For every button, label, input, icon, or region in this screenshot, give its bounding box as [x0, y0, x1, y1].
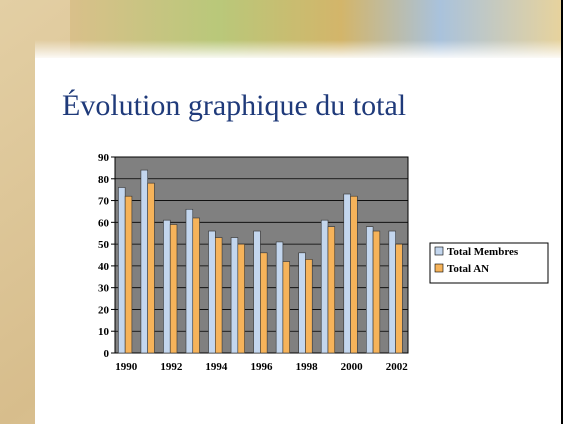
bar — [215, 238, 222, 353]
bar — [238, 244, 245, 353]
bar — [366, 227, 373, 353]
bar — [163, 220, 170, 353]
bar — [141, 170, 148, 353]
x-tick-label: 2002 — [386, 361, 409, 373]
bar — [344, 194, 351, 353]
y-tick-label: 50 — [98, 239, 110, 251]
bar — [148, 183, 155, 353]
bar — [351, 196, 358, 353]
bar — [328, 227, 335, 353]
bar — [125, 196, 132, 353]
legend-label: Total Membres — [447, 246, 519, 258]
x-tick-label: 2000 — [341, 361, 364, 373]
bar — [396, 244, 403, 353]
y-tick-label: 20 — [98, 304, 110, 316]
x-tick-label: 1996 — [251, 361, 274, 373]
bar — [276, 242, 283, 353]
panel-fade — [35, 40, 563, 60]
y-tick-label: 10 — [98, 326, 110, 338]
slide: Évolution graphique du total 0 10 20 30 40 50… — [0, 0, 563, 424]
bar — [305, 259, 312, 353]
chart-title: Évolution graphique du total — [62, 89, 406, 122]
x-tick-label: 1992 — [160, 361, 183, 373]
x-tick-label: 1990 — [115, 361, 138, 373]
chart: Évolution graphique du total 0 10 20 30 40 50… — [0, 0, 563, 424]
bar — [299, 253, 306, 353]
y-tick-label: 30 — [98, 283, 110, 295]
bar — [373, 231, 380, 353]
bar — [321, 220, 328, 353]
bar — [193, 218, 200, 353]
y-tick-label: 70 — [98, 196, 110, 208]
y-tick-label: 40 — [98, 261, 110, 273]
y-tick-label: 80 — [98, 174, 110, 186]
bar — [209, 231, 216, 353]
x-tick-label: 1998 — [296, 361, 319, 373]
legend-swatch — [435, 264, 443, 272]
bar — [186, 209, 193, 353]
x-tick-label: 1994 — [205, 361, 228, 373]
legend-label: Total AN — [447, 263, 489, 275]
y-tick-label: 0 — [104, 348, 110, 360]
bar — [170, 225, 177, 353]
bar — [231, 238, 238, 353]
bar — [389, 231, 396, 353]
y-tick-label: 90 — [98, 152, 110, 164]
legend-swatch — [435, 247, 443, 255]
bar — [283, 262, 290, 353]
y-tick-label: 60 — [98, 217, 110, 229]
bar — [254, 231, 261, 353]
bar — [118, 187, 125, 353]
bar — [260, 253, 267, 353]
